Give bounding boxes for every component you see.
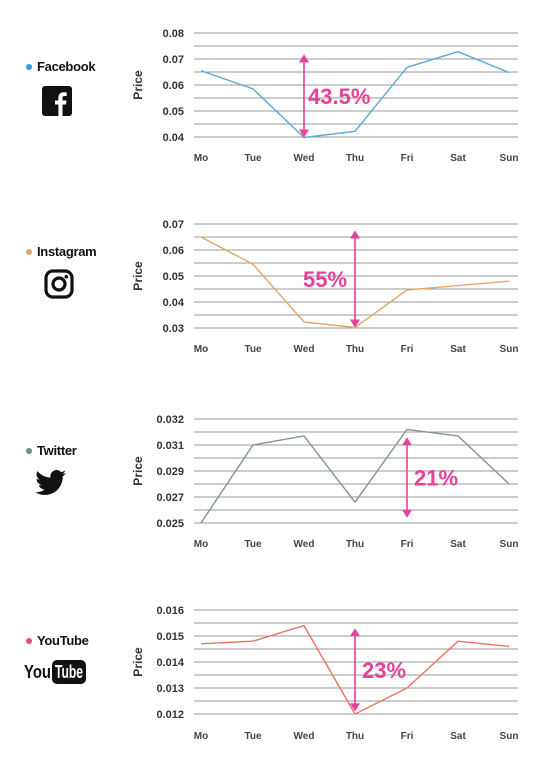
y-tick-label: 0.07 <box>163 219 184 231</box>
x-tick-label: Mo <box>194 153 208 164</box>
facebook-dot <box>26 63 32 70</box>
instagram-panel: Instagram 0.07 0.06 0.05 0.04 0.03 Price Mo Tue… <box>0 191 556 371</box>
arrow-head-down <box>350 703 360 712</box>
facebook-name: Facebook <box>37 59 96 74</box>
instagram-name: Instagram <box>37 244 97 259</box>
instagram-price-chart: 0.07 0.06 0.05 0.04 0.03 Price Mo Tue Wed Thu Fri S… <box>131 219 519 355</box>
y-tick-label: 0.04 <box>163 297 185 309</box>
x-tick-label: Fri <box>401 344 414 355</box>
y-axis-label: Price <box>131 647 145 677</box>
y-tick-label: 0.015 <box>156 631 184 643</box>
x-tick-label: Sun <box>500 153 519 164</box>
y-axis-label: Price <box>131 70 145 100</box>
x-tick-label: Mo <box>194 539 208 550</box>
x-tick-label: Tue <box>244 153 261 164</box>
x-tick-label: Mo <box>194 731 208 742</box>
facebook-label: Facebook <box>26 59 96 74</box>
series-line <box>200 428 510 524</box>
y-axis-label: Price <box>131 261 145 291</box>
x-tick-label: Wed <box>294 153 315 164</box>
youtube-label: YouTube <box>26 633 89 648</box>
percent-annotation: 55% <box>303 267 347 292</box>
twitter-price-chart: 0.032 0.031 0.029 0.027 0.025 Price Mo Tue Wed Th… <box>131 414 519 550</box>
y-tick-label: 0.029 <box>156 466 184 478</box>
y-tick-label: 0.031 <box>156 440 184 452</box>
x-tick-label: Sun <box>500 731 519 742</box>
y-tick-label: 0.012 <box>156 709 184 721</box>
y-tick-label: 0.03 <box>163 323 184 335</box>
facebook-icon <box>42 86 72 116</box>
x-tick-label: Sun <box>500 344 519 355</box>
youtube-name: YouTube <box>37 633 89 648</box>
x-tick-label: Sat <box>450 539 466 550</box>
instagram-label: Instagram <box>26 244 97 259</box>
y-tick-label: 0.016 <box>156 605 184 617</box>
facebook-price-chart: 0.08 0.07 0.06 0.05 0.04 Price Mo Tue Wed Thu Fri S… <box>131 28 519 164</box>
arrow-head-up <box>402 437 412 446</box>
x-tick-label: Tue <box>244 344 261 355</box>
x-tick-label: Tue <box>244 731 261 742</box>
y-tick-label: 0.014 <box>156 657 184 669</box>
arrow-head-up <box>350 628 360 637</box>
arrow-head-down <box>299 129 309 138</box>
percent-annotation: 23% <box>362 658 406 683</box>
y-tick-label: 0.06 <box>163 245 184 257</box>
x-tick-label: Mo <box>194 344 208 355</box>
arrow-head-up <box>350 230 360 239</box>
y-tick-label: 0.013 <box>156 683 184 695</box>
twitter-icon <box>35 470 67 495</box>
x-tick-label: Sat <box>450 344 466 355</box>
y-axis-label: Price <box>131 456 145 486</box>
y-tick-label: 0.04 <box>163 132 185 144</box>
percent-annotation: 21% <box>414 466 458 491</box>
facebook-panel: Facebook 0.08 0.07 0.06 0.05 0.04 Price Mo Tue W… <box>0 0 556 180</box>
youtube-dot <box>26 637 32 644</box>
youtube-logo-tube: Tube <box>55 662 83 682</box>
y-tick-label: 0.05 <box>163 106 184 118</box>
percent-annotation: 43.5% <box>308 84 370 109</box>
x-tick-label: Sat <box>450 731 466 742</box>
x-tick-label: Wed <box>294 539 315 550</box>
youtube-price-chart: 0.016 0.015 0.014 0.013 0.012 Price Mo Tue Wed Th… <box>131 605 519 742</box>
x-tick-label: Wed <box>294 731 315 742</box>
x-tick-label: Thu <box>346 539 364 550</box>
youtube-panel: YouTube You Tube 0.016 0.015 0.014 0.013 0.0… <box>0 578 556 758</box>
twitter-name: Twitter <box>37 443 77 458</box>
arrow-head-up <box>299 54 309 63</box>
y-tick-label: 0.027 <box>156 492 184 504</box>
x-tick-label: Fri <box>401 731 414 742</box>
youtube-icon: You Tube <box>24 660 86 684</box>
x-tick-label: Thu <box>346 344 364 355</box>
y-tick-label: 0.032 <box>156 414 184 426</box>
youtube-logo-you: You <box>24 662 51 682</box>
x-tick-label: Sun <box>500 539 519 550</box>
twitter-label: Twitter <box>26 443 77 458</box>
x-tick-label: Fri <box>401 539 414 550</box>
x-tick-label: Wed <box>294 344 315 355</box>
y-tick-label: 0.07 <box>163 54 184 66</box>
x-tick-label: Thu <box>346 731 364 742</box>
twitter-dot <box>26 447 32 454</box>
y-tick-label: 0.06 <box>163 80 184 92</box>
instagram-icon <box>44 269 74 299</box>
x-tick-label: Thu <box>346 153 364 164</box>
x-tick-label: Tue <box>244 539 261 550</box>
y-tick-label: 0.08 <box>163 28 184 40</box>
x-tick-label: Fri <box>401 153 414 164</box>
x-tick-label: Sat <box>450 153 466 164</box>
arrow-head-down <box>402 509 412 518</box>
arrow-head-down <box>350 319 360 328</box>
instagram-dot <box>26 248 32 255</box>
y-tick-label: 0.025 <box>156 518 184 530</box>
twitter-panel: Twitter 0.032 0.031 0.029 0.027 0.025 Price Mo… <box>0 386 556 566</box>
y-tick-label: 0.05 <box>163 271 184 283</box>
